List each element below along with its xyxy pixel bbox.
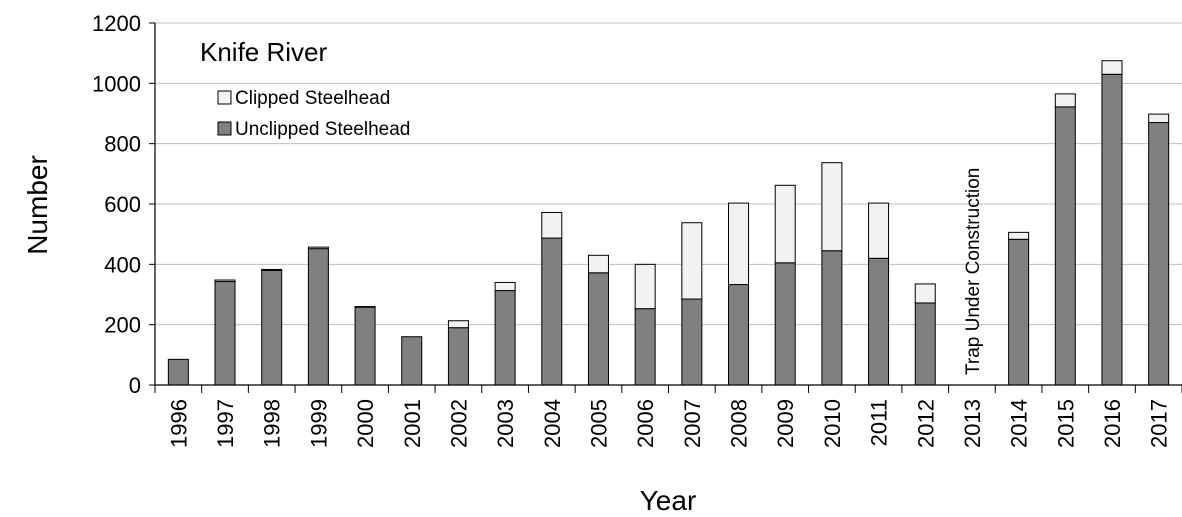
- x-tick-label-2008: 2008: [727, 399, 752, 448]
- y-tick-label-600: 600: [104, 192, 141, 217]
- x-tick-label-2003: 2003: [493, 399, 518, 448]
- y-tick-label-0: 0: [129, 373, 141, 398]
- bar-clipped-2016: [1101, 60, 1123, 75]
- bar-clipped-2003: [494, 281, 516, 292]
- legend-swatch-clipped: [217, 90, 232, 105]
- y-tick-label-800: 800: [104, 132, 141, 157]
- x-tick-label-2012: 2012: [913, 399, 938, 448]
- bar-unclipped-1997: [214, 281, 236, 386]
- bar-unclipped-2017: [1148, 122, 1170, 386]
- bar-clipped-2000: [354, 306, 376, 308]
- bar-clipped-2012: [914, 283, 936, 304]
- y-tick-label-1200: 1200: [92, 11, 141, 36]
- bar-clipped-2008: [728, 202, 750, 286]
- legend: Clipped Steelhead Unclipped Steelhead: [217, 88, 410, 140]
- bar-unclipped-2000: [354, 306, 376, 386]
- x-tick-label-2011: 2011: [867, 399, 892, 446]
- bar-clipped-2009: [774, 184, 796, 264]
- x-axis-title: Year: [640, 485, 697, 516]
- bar-clipped-2005: [587, 254, 609, 274]
- bar-clipped-2014: [1008, 231, 1030, 240]
- legend-swatch-unclipped: [217, 121, 232, 136]
- bar-clipped-2011: [868, 202, 890, 259]
- bar-clipped-2015: [1054, 93, 1076, 108]
- bar-unclipped-2006: [634, 308, 656, 386]
- legend-label-unclipped: Unclipped Steelhead: [235, 119, 410, 140]
- bar-unclipped-1998: [261, 269, 283, 386]
- bar-clipped-2002: [447, 320, 469, 329]
- bars: [167, 60, 1170, 386]
- x-tick-label-2014: 2014: [1007, 399, 1032, 448]
- bar-unclipped-2004: [541, 237, 563, 386]
- bar-unclipped-2011: [868, 257, 890, 386]
- bar-unclipped-1996: [167, 358, 189, 386]
- y-axis-title: Number: [22, 155, 53, 255]
- y-tick-labels: 0 200 400 600 800 1000 1200: [92, 11, 141, 398]
- bar-clipped-2017: [1148, 113, 1170, 124]
- bar-clipped-1999: [307, 246, 329, 250]
- x-tick-label-2001: 2001: [400, 399, 425, 448]
- x-tick-label-2006: 2006: [633, 399, 658, 448]
- bar-unclipped-2005: [587, 272, 609, 386]
- bar-clipped-1998: [261, 268, 283, 271]
- bar-unclipped-2007: [681, 298, 703, 386]
- bar-clipped-1997: [214, 279, 236, 283]
- bar-clipped-2010: [821, 162, 843, 252]
- bar-unclipped-2016: [1101, 73, 1123, 386]
- x-tick-label-2007: 2007: [680, 399, 705, 448]
- x-tick-label-2004: 2004: [540, 399, 565, 448]
- bar-unclipped-2012: [914, 302, 936, 386]
- y-tick-label-400: 400: [104, 252, 141, 277]
- chart-title: Knife River: [200, 37, 327, 67]
- bar-unclipped-2008: [728, 284, 750, 386]
- bar-unclipped-1999: [307, 248, 329, 386]
- x-tick-label-2016: 2016: [1100, 399, 1125, 448]
- legend-label-clipped: Clipped Steelhead: [235, 88, 390, 109]
- x-tick-label-2009: 2009: [773, 399, 798, 448]
- x-tick-label-1999: 1999: [306, 399, 331, 448]
- bar-unclipped-2015: [1054, 106, 1076, 386]
- x-tick-label-2010: 2010: [820, 399, 845, 448]
- annotation-trap-under-construction: Trap Under Construction: [963, 168, 984, 375]
- bar-unclipped-2002: [447, 327, 469, 386]
- y-tick-label-200: 200: [104, 313, 141, 338]
- x-tick-label-2005: 2005: [586, 399, 611, 448]
- bar-unclipped-2009: [774, 262, 796, 386]
- bar-clipped-2006: [634, 263, 656, 310]
- x-tick-labels: 1996 1997 1998 1999 2000 2001 2002 2003 2004 2005…: [166, 399, 1171, 448]
- bar-clipped-2004: [541, 211, 563, 239]
- y-tick-label-1000: 1000: [92, 71, 141, 96]
- bar-unclipped-2003: [494, 290, 516, 386]
- bar-unclipped-2001: [401, 336, 423, 386]
- x-tick-label-1996: 1996: [166, 399, 191, 448]
- x-tick-label-2000: 2000: [353, 399, 378, 448]
- bar-clipped-2007: [681, 222, 703, 300]
- bar-unclipped-2010: [821, 250, 843, 386]
- x-tick-label-1998: 1998: [260, 399, 285, 448]
- x-tick-label-2013: 2013: [960, 399, 985, 448]
- x-tick-label-2015: 2015: [1053, 399, 1078, 448]
- bar-unclipped-2014: [1008, 238, 1030, 386]
- axes: [149, 22, 1182, 393]
- x-tick-label-2002: 2002: [446, 399, 471, 448]
- x-tick-label-2017: 2017: [1147, 399, 1172, 448]
- x-tick-label-1997: 1997: [213, 399, 238, 448]
